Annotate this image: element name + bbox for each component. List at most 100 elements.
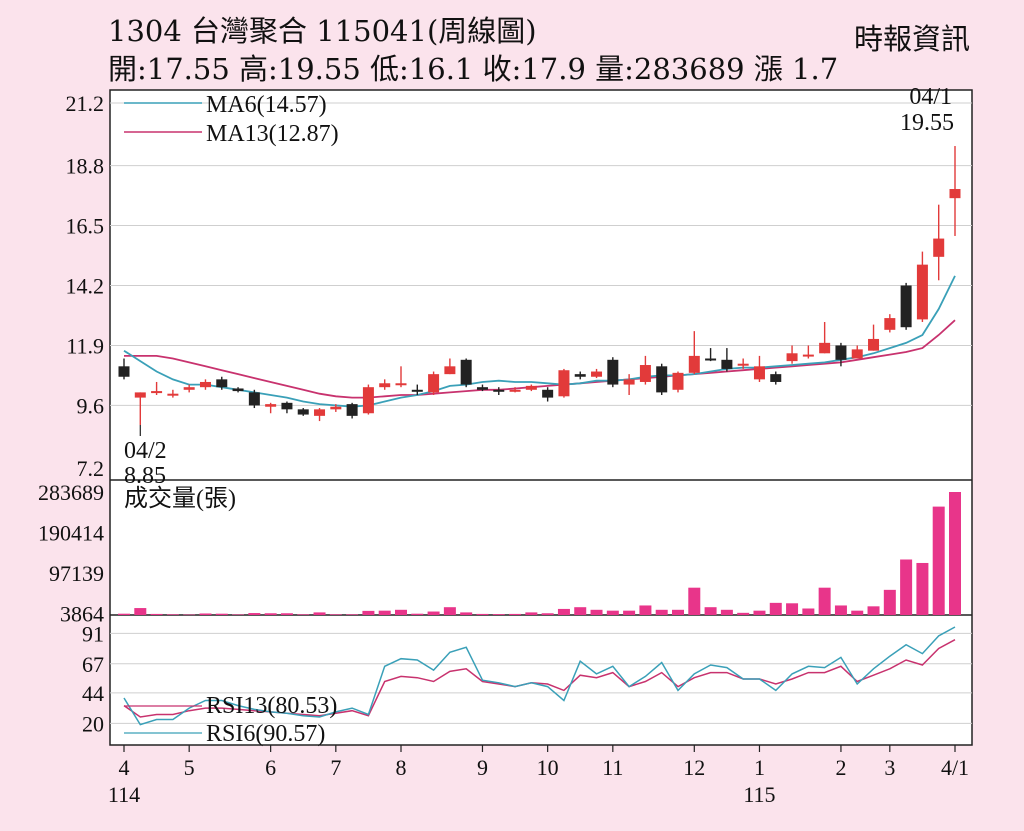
year-label-115: 115 bbox=[743, 782, 775, 807]
rsi-tick-label: 20 bbox=[82, 711, 104, 736]
volume-bar bbox=[606, 610, 619, 615]
legend-ma13: MA13(12.87) bbox=[206, 121, 339, 147]
candle-body bbox=[428, 374, 440, 393]
candle-body bbox=[591, 371, 603, 377]
volume-bar bbox=[280, 613, 293, 615]
candle-body bbox=[330, 406, 342, 410]
x-tick-label: 8 bbox=[396, 755, 407, 780]
volume-bar bbox=[786, 603, 799, 615]
candle-body bbox=[281, 402, 293, 410]
volume-bar bbox=[867, 606, 880, 615]
volume-bar bbox=[655, 609, 668, 615]
candle-body bbox=[297, 409, 309, 415]
legend-ma6: MA6(14.57) bbox=[206, 92, 327, 118]
volume-bar bbox=[378, 610, 391, 615]
candle-body bbox=[151, 391, 163, 394]
candle-body bbox=[134, 392, 146, 398]
candle-body bbox=[933, 238, 945, 257]
volume-bar bbox=[525, 612, 538, 615]
volume-bar bbox=[557, 608, 570, 615]
volume-bar bbox=[362, 610, 375, 615]
chart-title: 1304 台灣聚合 115041(周線圖) bbox=[108, 14, 537, 48]
volume-tick-label: 97139 bbox=[49, 561, 104, 586]
x-tick-label: 3 bbox=[884, 755, 895, 780]
x-tick-label: 4 bbox=[119, 755, 130, 780]
candle-body bbox=[216, 379, 228, 388]
source-label: 時報資訊 bbox=[853, 22, 970, 56]
candle-body bbox=[949, 189, 961, 199]
candle-body bbox=[851, 349, 863, 359]
price-tick-label: 14.2 bbox=[66, 274, 105, 299]
x-tick-label: 10 bbox=[537, 755, 559, 780]
x-tick-label: 9 bbox=[477, 755, 488, 780]
candle-body bbox=[509, 389, 521, 392]
volume-bar bbox=[541, 613, 554, 615]
volume-bar bbox=[329, 614, 342, 615]
candle-body bbox=[884, 318, 896, 330]
volume-bar bbox=[932, 506, 945, 615]
rsi-tick-label: 67 bbox=[82, 652, 104, 677]
ohlc-summary: 開:17.55 高:19.55 低:16.1 收:17.9 量:283689 漲… bbox=[108, 52, 839, 86]
volume-bar bbox=[753, 610, 766, 615]
volume-bar bbox=[574, 607, 587, 615]
volume-title: 成交量(張) bbox=[124, 485, 236, 512]
volume-bar bbox=[264, 613, 277, 615]
volume-bar bbox=[150, 613, 163, 615]
candle-body bbox=[346, 404, 358, 416]
candle-body bbox=[183, 387, 195, 390]
candle-body bbox=[379, 383, 391, 388]
candle-body bbox=[460, 359, 472, 385]
candle-body bbox=[672, 372, 684, 390]
price-tick-label: 7.2 bbox=[77, 456, 105, 481]
candle-body bbox=[786, 353, 798, 362]
candle-body bbox=[721, 359, 733, 369]
candle-body bbox=[705, 358, 717, 361]
volume-bar bbox=[346, 614, 359, 615]
volume-tick-label: 283689 bbox=[38, 480, 104, 505]
volume-bar bbox=[166, 614, 179, 615]
low-value-annotation: 8.85 bbox=[124, 463, 166, 489]
high-value-annotation: 19.55 bbox=[900, 110, 954, 136]
ma6-line bbox=[123, 275, 956, 408]
volume-bar bbox=[688, 587, 701, 615]
volume-bar bbox=[704, 607, 717, 615]
candle-body bbox=[802, 354, 814, 357]
ma13-line bbox=[124, 319, 956, 399]
candle-body bbox=[362, 387, 374, 414]
candle-body bbox=[819, 342, 831, 354]
volume-bar bbox=[851, 610, 864, 615]
x-tick-label: 7 bbox=[330, 755, 341, 780]
high-date-annotation: 04/1 bbox=[909, 84, 952, 110]
volume-bar bbox=[769, 602, 782, 615]
low-date-annotation: 04/2 bbox=[124, 438, 167, 464]
volume-bar bbox=[883, 589, 896, 615]
price-tick-label: 16.5 bbox=[66, 214, 105, 239]
candle-body bbox=[900, 285, 912, 328]
volume-bar bbox=[313, 612, 326, 615]
candle-body bbox=[770, 374, 782, 382]
candle-body bbox=[248, 392, 260, 406]
candle-body bbox=[265, 404, 277, 407]
candle-body bbox=[118, 366, 130, 377]
candle-body bbox=[688, 355, 700, 373]
rsi-tick-label: 91 bbox=[82, 621, 104, 646]
price-tick-label: 18.8 bbox=[66, 154, 105, 179]
x-tick-label: 1 bbox=[754, 755, 765, 780]
volume-bar bbox=[737, 612, 750, 615]
candle-body bbox=[395, 383, 407, 386]
candle-body bbox=[542, 389, 554, 398]
candle-body bbox=[232, 388, 244, 392]
candle-body bbox=[574, 374, 586, 377]
x-tick-label: 11 bbox=[602, 755, 623, 780]
legend-rsi6: RSI6(90.57) bbox=[206, 721, 325, 747]
candle-body bbox=[476, 387, 488, 390]
legend-rsi13: RSI13(80.53) bbox=[206, 693, 337, 719]
rsi6-line bbox=[123, 626, 956, 726]
year-label-114: 114 bbox=[108, 782, 140, 807]
volume-bar bbox=[949, 492, 961, 615]
volume-bar bbox=[900, 559, 913, 615]
candle-body bbox=[607, 359, 619, 385]
volume-bar bbox=[590, 609, 603, 615]
volume-bar bbox=[834, 605, 847, 615]
